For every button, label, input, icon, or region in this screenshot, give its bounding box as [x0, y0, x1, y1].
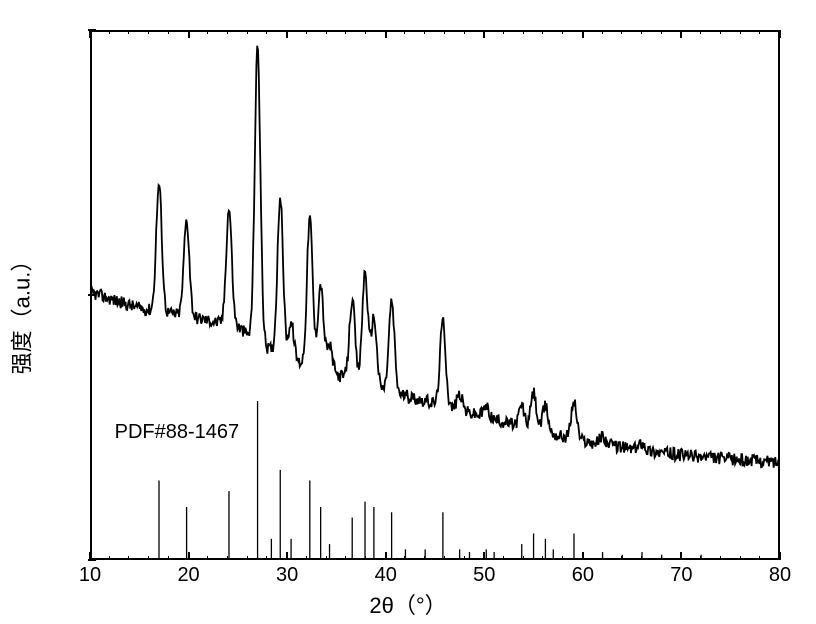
- xrd-pattern-line: [90, 46, 780, 468]
- x-tick-label: 40: [375, 564, 397, 587]
- chart-container: 强度（a.u.） PDF#88-1467 10 20 30 40 50 60 70 80 2θ…: [0, 0, 816, 624]
- x-tick-label: 30: [276, 564, 298, 587]
- x-tick-label: 80: [769, 564, 791, 587]
- reference-peak-lines: [159, 401, 701, 560]
- x-tick-label: 20: [177, 564, 199, 587]
- x-tick-label: 50: [473, 564, 495, 587]
- x-tick-label: 10: [79, 564, 101, 587]
- pdf-card-label: PDF#88-1467: [115, 421, 240, 444]
- x-axis-label: 2θ（°）: [0, 588, 816, 620]
- x-tick-label: 60: [572, 564, 594, 587]
- x-tick-label: 70: [670, 564, 692, 587]
- y-axis-label: 强度（a.u.）: [4, 250, 36, 375]
- plot-area: PDF#88-1467: [90, 30, 780, 560]
- xrd-trace-svg: [90, 30, 780, 560]
